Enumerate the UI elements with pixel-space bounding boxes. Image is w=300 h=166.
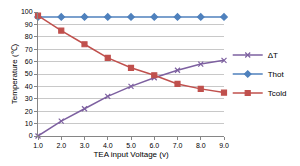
svg-text:1.0: 1.0 (33, 142, 43, 149)
svg-text:8.0: 8.0 (196, 142, 206, 149)
svg-text:50: 50 (25, 70, 33, 77)
svg-text:20: 20 (25, 108, 33, 115)
svg-text:80: 80 (25, 33, 33, 40)
svg-text:2.0: 2.0 (56, 142, 66, 149)
svg-text:TEA input Voltage (v): TEA input Voltage (v) (93, 150, 168, 159)
svg-text:40: 40 (25, 83, 33, 90)
svg-text:4.0: 4.0 (103, 142, 113, 149)
svg-text:9.0: 9.0 (219, 142, 229, 149)
svg-text:90: 90 (25, 21, 33, 28)
svg-text:7.0: 7.0 (173, 142, 183, 149)
svg-text:60: 60 (25, 58, 33, 65)
svg-text:Thot: Thot (268, 70, 285, 79)
svg-text:Tcold: Tcold (268, 89, 287, 98)
svg-text:6.0: 6.0 (149, 142, 159, 149)
svg-text:70: 70 (25, 46, 33, 53)
svg-text:100: 100 (21, 8, 33, 15)
svg-text:Temperature (℃): Temperature (℃) (10, 43, 19, 104)
svg-text:30: 30 (25, 95, 33, 102)
svg-text:ΔT: ΔT (268, 51, 278, 60)
svg-text:10: 10 (25, 120, 33, 127)
svg-text:0: 0 (29, 132, 33, 139)
svg-text:3.0: 3.0 (80, 142, 90, 149)
svg-text:5.0: 5.0 (126, 142, 136, 149)
